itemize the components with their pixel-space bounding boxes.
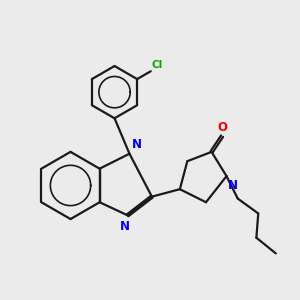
Text: O: O	[218, 121, 227, 134]
Text: N: N	[228, 179, 238, 192]
Text: N: N	[120, 220, 130, 233]
Text: Cl: Cl	[152, 60, 163, 70]
Text: N: N	[132, 139, 142, 152]
